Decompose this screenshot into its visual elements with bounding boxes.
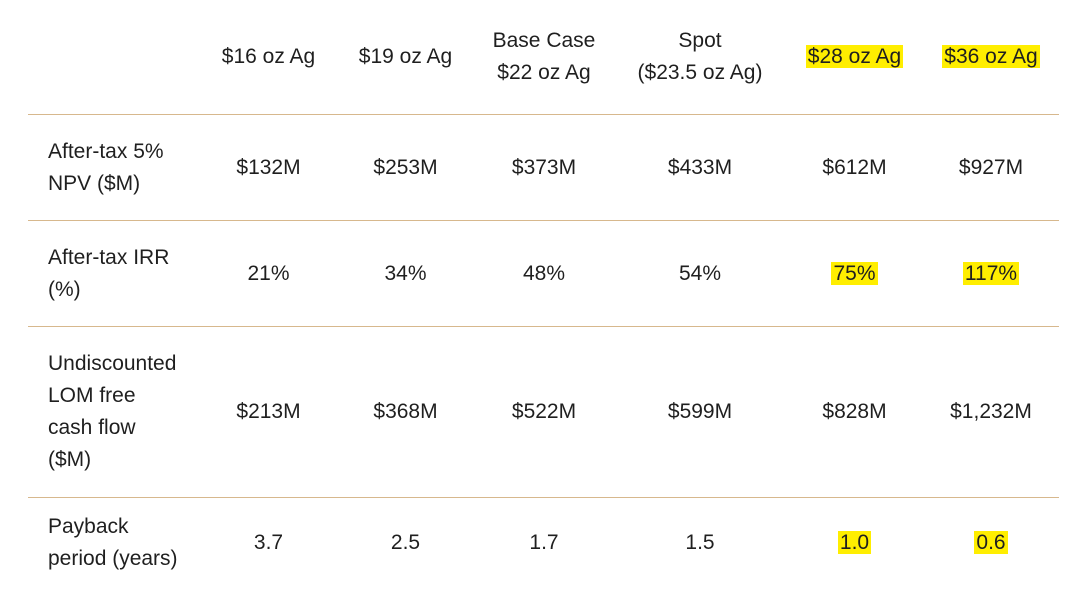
col-header-36: $36 oz Ag bbox=[923, 0, 1059, 115]
col-header-19: $19 oz Ag bbox=[337, 0, 474, 115]
col-header-spot: Spot ($23.5 oz Ag) bbox=[614, 0, 786, 115]
table-cell-base-case: $522M bbox=[474, 326, 614, 498]
sensitivity-table: $16 oz Ag $19 oz Ag Base Case $22 oz Ag … bbox=[28, 0, 1059, 588]
table-cell-base-case: $373M bbox=[474, 114, 614, 221]
table-cell-base-case: 1.7 bbox=[474, 497, 614, 588]
row-label-line: After-tax 5% bbox=[48, 139, 164, 163]
table-cell: 2.5 bbox=[337, 497, 474, 588]
table-cell-highlighted: 0.6 bbox=[923, 497, 1059, 588]
row-label: Payback period (years) bbox=[28, 497, 200, 588]
table-cell: $612M bbox=[786, 114, 923, 221]
table-cell: 3.7 bbox=[200, 497, 337, 588]
table-cell: $433M bbox=[614, 114, 786, 221]
table-cell: 54% bbox=[614, 220, 786, 327]
row-label-line: cash flow bbox=[48, 416, 136, 439]
col-header-base-case: Base Case $22 oz Ag bbox=[474, 0, 614, 115]
highlighted-value: 117% bbox=[962, 261, 1020, 285]
col-header-text: Spot bbox=[678, 29, 722, 52]
col-header-28: $28 oz Ag bbox=[786, 0, 923, 115]
table-row-irr: After-tax IRR (%) 21% 34% 48% 54% 75% 11… bbox=[28, 220, 1059, 327]
row-label-line: Undiscounted bbox=[48, 352, 177, 375]
row-label: Undiscounted LOM free cash flow ($M) bbox=[28, 326, 200, 498]
col-header-text: $16 oz Ag bbox=[221, 45, 316, 68]
table-cell: 21% bbox=[200, 220, 337, 327]
row-label-line: Payback bbox=[48, 515, 129, 538]
row-label: After-tax IRR (%) bbox=[28, 220, 200, 327]
table-cell: 34% bbox=[337, 220, 474, 327]
table-row-cash-flow: Undiscounted LOM free cash flow ($M) $21… bbox=[28, 326, 1059, 498]
col-header-text: $19 oz Ag bbox=[358, 45, 453, 68]
row-label-line: ($M) bbox=[48, 448, 92, 471]
table-cell: $599M bbox=[614, 326, 786, 498]
table-cell-highlighted: 117% bbox=[923, 220, 1059, 327]
row-label: After-tax 5% NPV ($M) bbox=[28, 114, 200, 221]
row-label-line: (%) bbox=[48, 277, 81, 301]
table-cell: $368M bbox=[337, 326, 474, 498]
col-header-subtext: ($23.5 oz Ag) bbox=[637, 61, 763, 84]
col-header-text-highlighted: $28 oz Ag bbox=[805, 45, 904, 68]
table-cell: $253M bbox=[337, 114, 474, 221]
table-cell: $213M bbox=[200, 326, 337, 498]
highlighted-value: 75% bbox=[831, 261, 878, 285]
row-label-line: After-tax IRR bbox=[48, 245, 170, 269]
header-row: $16 oz Ag $19 oz Ag Base Case $22 oz Ag … bbox=[28, 0, 1059, 115]
table-cell: $1,232M bbox=[923, 326, 1059, 498]
col-header-subtext: $22 oz Ag bbox=[497, 61, 591, 84]
col-header-text: Base Case bbox=[492, 29, 596, 52]
header-blank-cell bbox=[28, 0, 200, 115]
table-cell: $132M bbox=[200, 114, 337, 221]
table-cell: 1.5 bbox=[614, 497, 786, 588]
row-label-line: NPV ($M) bbox=[48, 171, 141, 195]
table-cell: $828M bbox=[786, 326, 923, 498]
highlighted-value: 1.0 bbox=[837, 531, 872, 554]
table-cell-base-case: 48% bbox=[474, 220, 614, 327]
col-header-text-highlighted: $36 oz Ag bbox=[942, 45, 1040, 68]
table-cell-highlighted: 1.0 bbox=[786, 497, 923, 588]
row-label-line: LOM free bbox=[48, 384, 136, 407]
row-label-line: period (years) bbox=[48, 547, 178, 570]
highlighted-value: 0.6 bbox=[974, 531, 1008, 554]
col-header-16: $16 oz Ag bbox=[200, 0, 337, 115]
table-row-npv: After-tax 5% NPV ($M) $132M $253M $373M … bbox=[28, 114, 1059, 221]
table-cell-highlighted: 75% bbox=[786, 220, 923, 327]
table-row-payback: Payback period (years) 3.7 2.5 1.7 1.5 1… bbox=[28, 497, 1059, 588]
table-cell: $927M bbox=[923, 114, 1059, 221]
